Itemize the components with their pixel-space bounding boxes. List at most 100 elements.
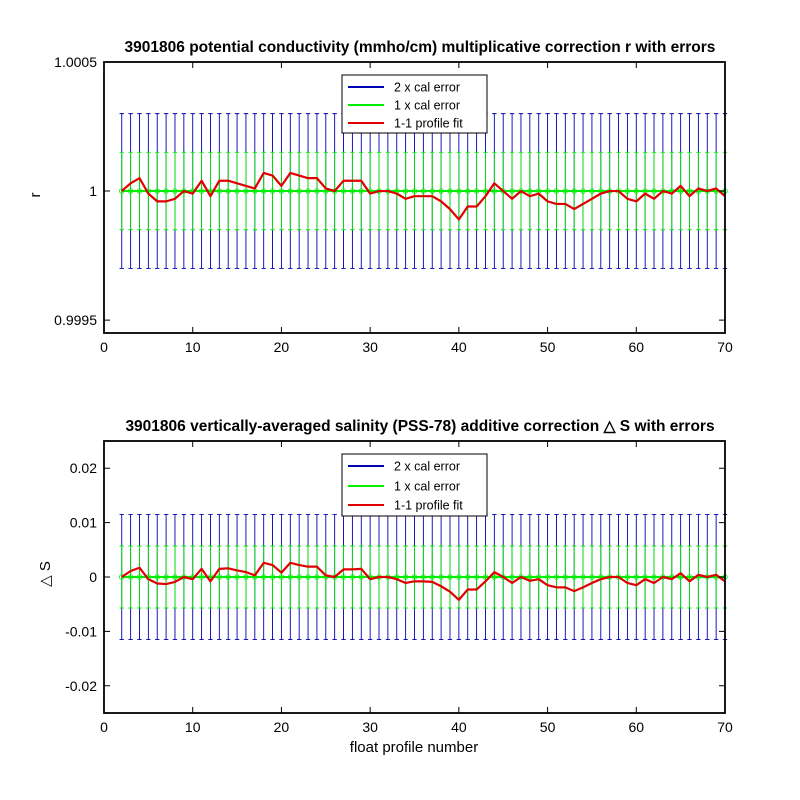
y-axis-label: △ S <box>37 561 54 587</box>
calibration-marker <box>491 574 498 580</box>
x-tick-label: 10 <box>185 719 201 735</box>
x-tick-label: 0 <box>100 719 108 735</box>
x-tick-label: 30 <box>362 719 378 735</box>
calibration-marker <box>243 188 249 194</box>
legend-label-1x-error: 1 x cal error <box>394 99 460 113</box>
calibration-marker <box>172 574 178 580</box>
legend-label-2x-error: 2 x cal error <box>394 460 460 474</box>
calibration-marker <box>402 188 409 194</box>
x-axis-label: float profile number <box>350 739 478 756</box>
calibration-marker <box>243 574 249 580</box>
calibration-marker <box>163 574 169 580</box>
calibration-marker <box>305 188 311 194</box>
calibration-marker <box>216 574 223 580</box>
calibration-marker <box>438 574 444 580</box>
x-tick-label: 70 <box>717 719 733 735</box>
calibration-marker <box>456 574 462 580</box>
calibration-marker <box>677 188 684 194</box>
calibration-marker <box>340 574 347 580</box>
calibration-marker <box>287 188 293 194</box>
y-tick-label: -0.01 <box>65 623 97 639</box>
calibration-marker <box>154 574 160 580</box>
calibration-marker <box>553 574 560 580</box>
y-axis-label: r <box>27 193 44 198</box>
y-tick-label: 0.01 <box>70 515 97 531</box>
calibration-marker <box>269 574 276 580</box>
calibration-marker <box>136 188 143 194</box>
profile-fit-line <box>121 171 726 221</box>
calibration-marker <box>429 574 435 580</box>
calibration-marker <box>260 188 267 194</box>
calibration-marker <box>349 574 356 580</box>
x-tick-label: 10 <box>185 339 201 355</box>
calibration-marker <box>225 188 231 194</box>
calibration-marker <box>278 574 285 580</box>
calibration-marker <box>198 188 205 194</box>
y-tick-label: 1.0005 <box>54 54 97 70</box>
calibration-marker <box>296 188 302 194</box>
calibration-marker <box>447 574 453 580</box>
calibration-marker <box>456 188 462 194</box>
x-tick-label: 40 <box>451 339 467 355</box>
calibration-marker <box>402 574 409 580</box>
y-tick-label: 0.02 <box>70 460 97 476</box>
calibration-marker <box>491 188 498 194</box>
calibration-marker <box>544 574 551 580</box>
calibration-marker <box>119 188 125 194</box>
calibration-marker <box>411 574 418 580</box>
calibration-marker <box>136 574 143 580</box>
calibration-marker <box>127 188 134 194</box>
calibration-marker <box>589 188 595 194</box>
calibration-marker <box>198 574 205 580</box>
calibration-marker <box>154 188 160 194</box>
calibration-marker <box>527 188 533 194</box>
calibration-marker <box>438 188 444 194</box>
x-tick-label: 0 <box>100 339 108 355</box>
x-tick-label: 30 <box>362 339 378 355</box>
profile-fit-line <box>121 561 726 601</box>
calibration-marker <box>314 574 320 580</box>
panel-conductivity-correction: 3901806 potential conductivity (mmho/cm)… <box>27 39 733 355</box>
axes-frame <box>103 61 726 334</box>
calibration-marker <box>677 574 684 580</box>
error-bars-1x <box>119 545 728 609</box>
x-tick-label: 60 <box>628 339 644 355</box>
y-tick-label: 1 <box>89 183 97 199</box>
y-tick-label: -0.02 <box>65 678 97 694</box>
calibration-marker <box>465 574 471 580</box>
plot-area: 0 10 20 30 40 50 60 70 0.9995 1 1.0005 <box>54 54 733 355</box>
x-tick-label: 20 <box>274 719 290 735</box>
calibration-marker <box>633 574 639 580</box>
calibration-marker <box>305 574 311 580</box>
calibration-marker <box>296 574 302 580</box>
calibration-marker <box>465 188 471 194</box>
error-bars-1x <box>119 151 728 231</box>
plot-area: 0 10 20 30 40 50 60 70 -0.02 -0.01 0 0.01 0.02 <box>65 440 733 735</box>
calibration-marker <box>216 188 223 194</box>
x-tick-label: 40 <box>451 719 467 735</box>
calibration-marker <box>260 574 267 580</box>
calibration-marker <box>420 574 427 580</box>
calibration-marker <box>580 574 586 580</box>
calibration-marker <box>473 574 480 580</box>
calibration-marker <box>234 574 240 580</box>
calibration-marker <box>633 188 639 194</box>
calibration-marker <box>172 188 178 194</box>
calibration-marker <box>358 574 364 580</box>
y-tick-label: 0.9995 <box>54 312 97 328</box>
calibration-marker <box>278 188 285 194</box>
x-axis: 0 10 20 30 40 50 60 70 <box>100 62 733 355</box>
calibration-marker <box>482 574 489 580</box>
calibration-marker <box>225 574 231 580</box>
calibration-marker <box>358 188 364 194</box>
x-tick-label: 50 <box>540 339 556 355</box>
calibration-marker <box>340 188 347 194</box>
calibration-marker <box>544 188 551 194</box>
y-axis: 0.9995 1 1.0005 <box>54 54 725 328</box>
calibration-marker <box>518 188 524 194</box>
calibration-marker <box>420 188 427 194</box>
x-axis: 0 10 20 30 40 50 60 70 <box>100 441 733 735</box>
calibration-marker <box>429 188 435 194</box>
legend: 2 x cal error 1 x cal error 1-1 profile … <box>341 453 488 517</box>
calibration-marker <box>651 574 657 580</box>
